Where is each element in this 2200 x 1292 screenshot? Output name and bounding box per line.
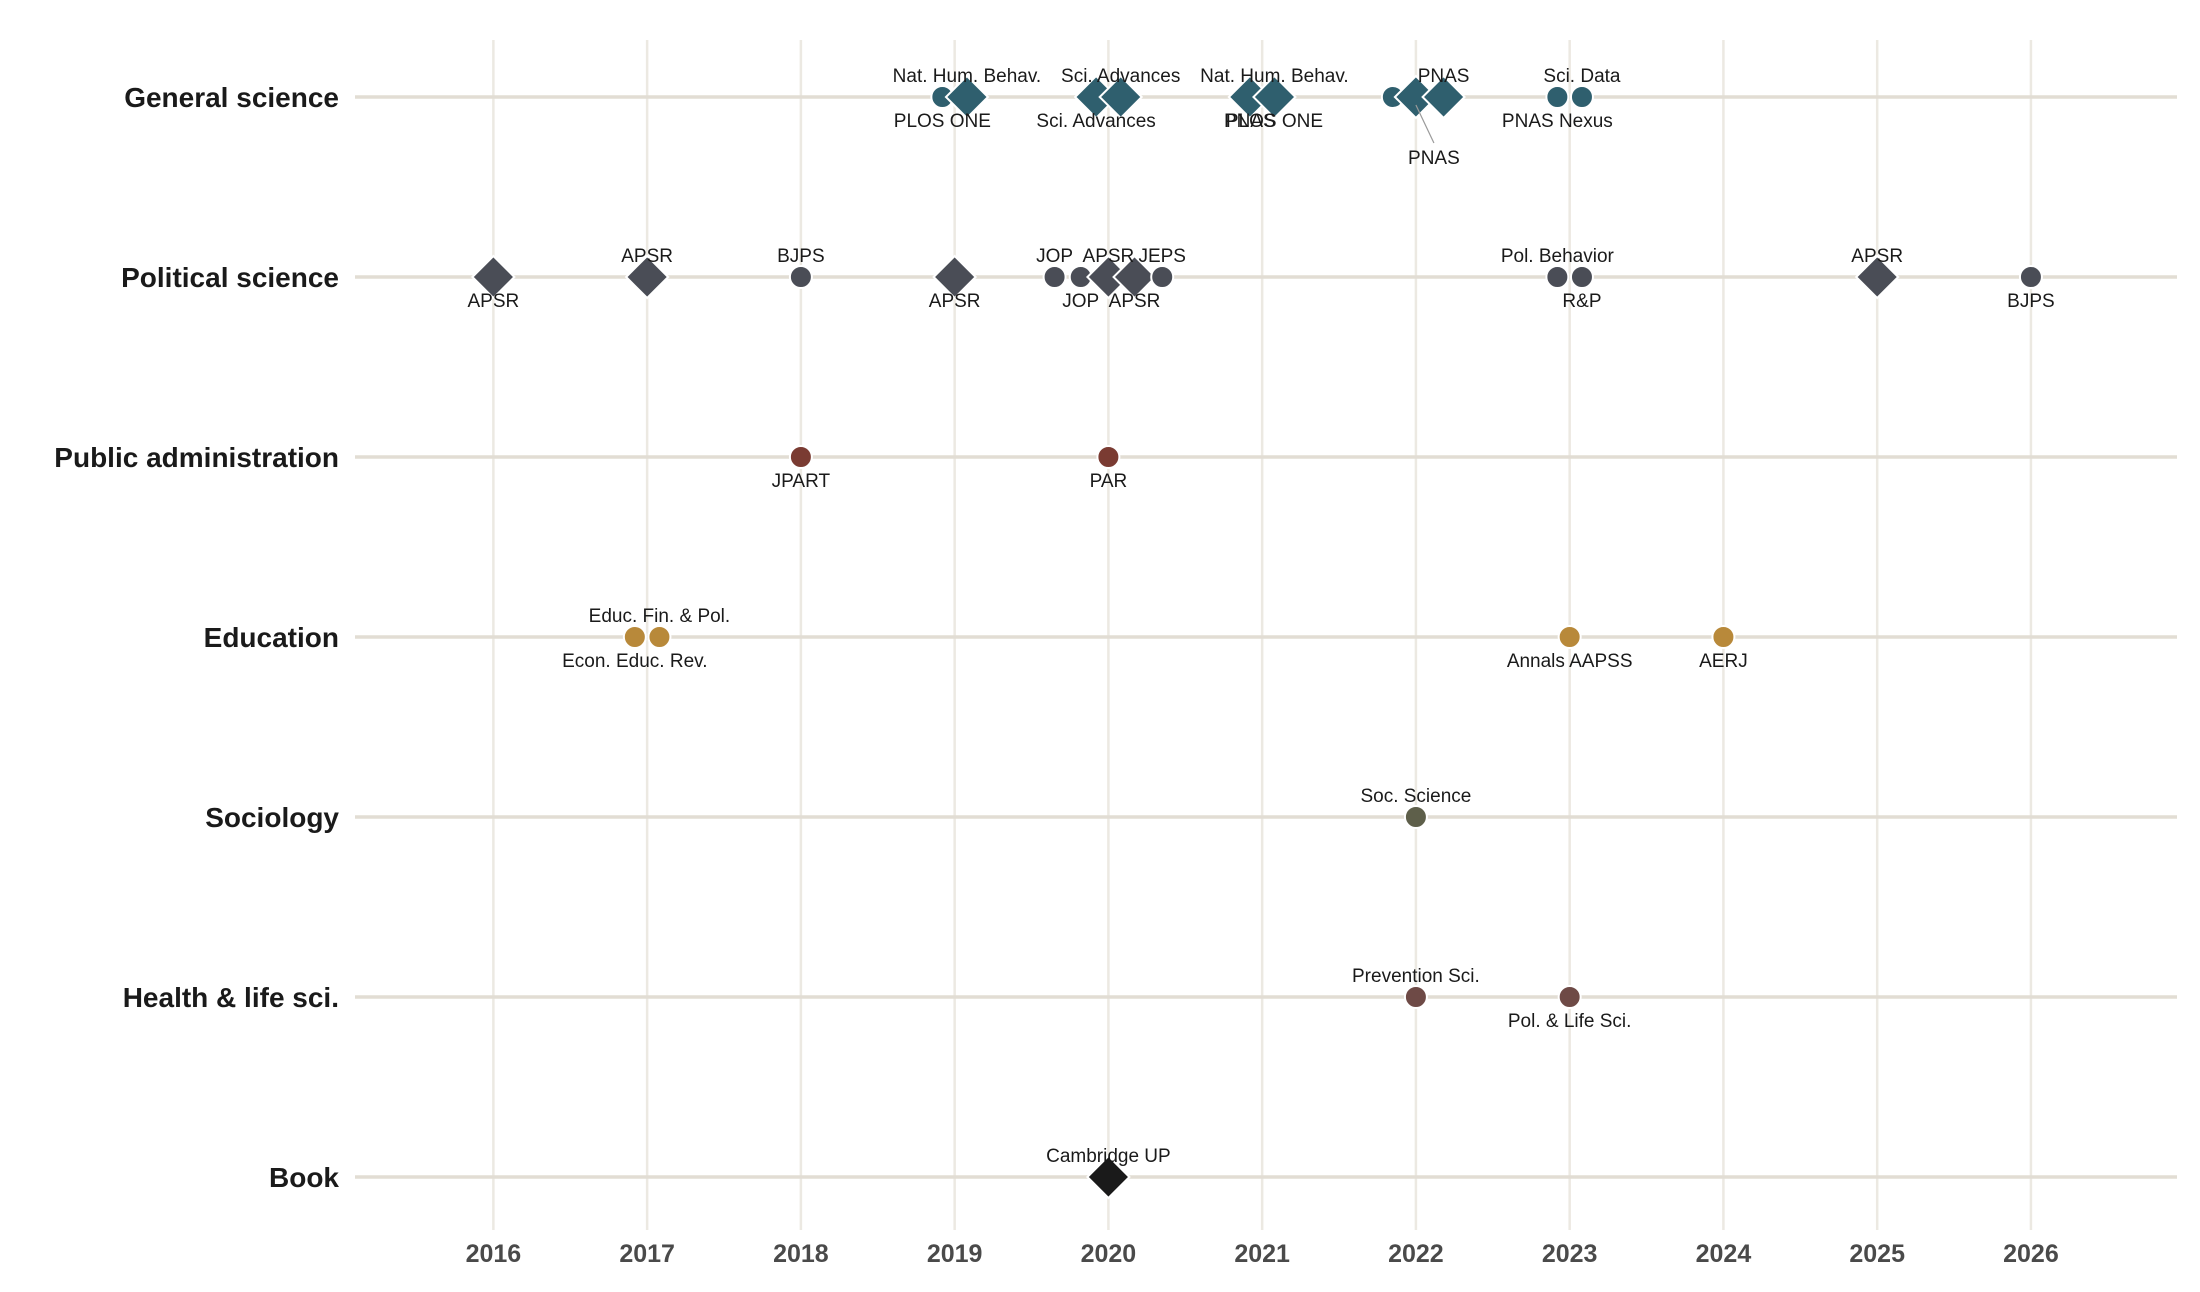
x-tick-label-2026: 2026 (2003, 1240, 2059, 1268)
point-label-18: APSR (1083, 246, 1135, 267)
point-label-14: BJPS (777, 246, 825, 267)
point-label-13: APSR (621, 246, 673, 267)
x-tick-label-2018: 2018 (773, 1240, 829, 1268)
point-label-leader-8 (1415, 104, 1435, 144)
publication-labels: PLOS ONE Nat. Hum. Behav. Sci. Advances Sci… (468, 66, 2055, 1167)
point-label-32: Prevention Sci. (1352, 966, 1480, 987)
point-label-4: PNAS (1224, 111, 1276, 132)
x-tick-label-2023: 2023 (1542, 1240, 1598, 1268)
point-marker-27 (622, 625, 647, 649)
grid-layer (492, 40, 2033, 1230)
point-label-33: Pol. & Life Sci. (1508, 1011, 1632, 1032)
point-marker-34 (1085, 1154, 1131, 1200)
publication-markers (470, 74, 2043, 1200)
point-marker-16 (1042, 265, 1067, 289)
point-marker-1 (944, 74, 990, 120)
point-label-26: PAR (1090, 471, 1128, 492)
x-tick-label-2021: 2021 (1234, 1240, 1290, 1268)
point-marker-21 (1545, 265, 1570, 289)
x-tick-label-2022: 2022 (1388, 1240, 1444, 1268)
point-marker-12 (470, 254, 516, 300)
x-tick-label-2017: 2017 (619, 1240, 675, 1268)
row-label-5: Health & life sci. (123, 982, 339, 1013)
point-marker-32 (1403, 985, 1428, 1009)
x-tick-label-2025: 2025 (1849, 1240, 1905, 1268)
row-label-3: Education (204, 622, 339, 653)
point-label-25: JPART (772, 471, 831, 492)
point-label-2: Sci. Advances (1036, 111, 1155, 132)
point-label-24: BJPS (2007, 291, 2055, 312)
point-label-23: APSR (1851, 246, 1903, 267)
point-label-31: Soc. Science (1360, 786, 1471, 807)
point-marker-3 (1098, 74, 1144, 120)
point-label-0: PLOS ONE (894, 111, 991, 132)
point-marker-22 (1569, 265, 1594, 289)
point-marker-11 (1569, 85, 1594, 109)
point-label-11: Sci. Data (1543, 66, 1621, 87)
point-label-20: JEPS (1138, 246, 1186, 267)
point-label-9: PNAS (1418, 66, 1470, 87)
point-label-3: Sci. Advances (1061, 66, 1180, 87)
row-label-6: Book (269, 1162, 339, 1193)
point-label-1: Nat. Hum. Behav. (893, 66, 1042, 87)
point-marker-30 (1711, 625, 1736, 649)
point-label-22: R&P (1562, 291, 1601, 312)
x-tick-label-2024: 2024 (1696, 1240, 1752, 1268)
x-tick-label-2019: 2019 (927, 1240, 983, 1268)
row-labels: General science Political science Public a… (54, 82, 339, 1193)
x-tick-label-2020: 2020 (1081, 1240, 1137, 1268)
point-marker-15 (932, 254, 978, 300)
point-marker-24 (2018, 265, 2043, 289)
point-label-17: JOP (1062, 291, 1099, 312)
point-label-30: AERJ (1699, 651, 1748, 672)
point-label-19: APSR (1109, 291, 1161, 312)
point-label-15: APSR (929, 291, 981, 312)
point-marker-14 (788, 265, 813, 289)
point-marker-28 (647, 625, 672, 649)
point-label-5: Nat. Hum. Behav. (1200, 66, 1349, 87)
row-label-1: Political science (121, 262, 339, 293)
x-axis-tick-labels: 2016 2017 2018 2019 2020 2021 2022 2023 2024 2025… (466, 1240, 2059, 1268)
point-marker-5 (1252, 74, 1297, 120)
row-label-2: Public administration (54, 442, 339, 473)
point-label-29: Annals AAPSS (1507, 651, 1633, 672)
point-marker-26 (1096, 445, 1121, 469)
point-label-10: PNAS Nexus (1502, 111, 1613, 132)
point-marker-29 (1557, 625, 1582, 649)
point-marker-10 (1545, 85, 1570, 109)
point-marker-23 (1854, 254, 1900, 300)
point-marker-25 (788, 445, 813, 469)
point-label-16: JOP (1036, 246, 1073, 267)
point-label-6: PLOS ONE (1226, 111, 1323, 132)
point-marker-20 (1150, 265, 1175, 289)
point-label-8: PNAS (1408, 148, 1460, 169)
point-marker-9 (1421, 74, 1467, 120)
point-marker-33 (1557, 985, 1582, 1009)
point-marker-31 (1403, 805, 1428, 829)
point-label-12: APSR (468, 291, 520, 312)
point-marker-13 (624, 254, 670, 300)
row-label-4: Sociology (205, 802, 339, 833)
point-marker-19 (1112, 254, 1157, 300)
point-label-28: Educ. Fin. & Pol. (589, 606, 731, 627)
point-label-27: Econ. Educ. Rev. (562, 651, 707, 672)
point-label-34: Cambridge UP (1046, 1146, 1171, 1167)
row-label-0: General science (124, 82, 339, 113)
x-tick-label-2016: 2016 (466, 1240, 522, 1268)
point-label-21: Pol. Behavior (1501, 246, 1615, 267)
